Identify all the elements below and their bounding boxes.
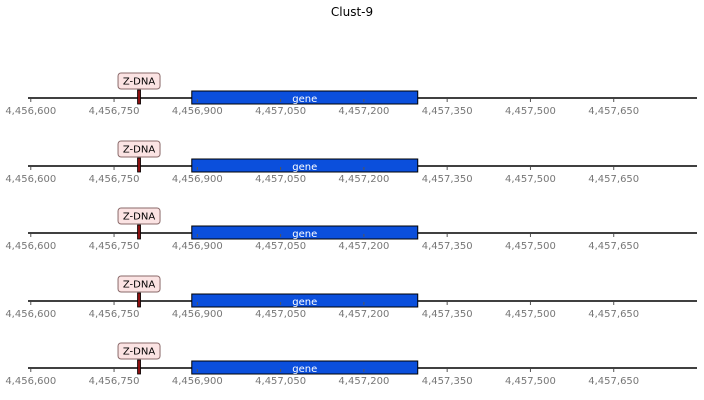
gene-label: gene [292,364,317,375]
z-dna-label: Z-DNA [123,77,155,88]
z-dna-label-box [117,275,161,293]
z-dna-label: Z-DNA [123,145,155,156]
axis-tick-label: 4,457,050 [255,376,306,387]
z-dna-marker [137,359,141,375]
axis-tick-label: 4,457,500 [505,106,556,117]
axis-tick-label: 4,457,200 [338,241,389,252]
axis-tick-label: 4,457,350 [422,309,473,320]
axis-tick-label: 4,457,050 [255,106,306,117]
axis-tick-label: 4,457,350 [422,241,473,252]
track-1: gene Z-DNA 4,456,600 4,456,750 4,456,900 4,45… [5,72,697,117]
axis-tick-label: 4,456,600 [5,106,56,117]
axis-tick-label: 4,456,750 [89,309,140,320]
z-dna-marker [137,157,141,173]
gene-box [191,90,419,105]
z-dna-marker [137,292,141,308]
gene-box [191,225,419,240]
axis-tick-label: 4,457,200 [338,174,389,185]
axis-tick-label: 4,457,050 [255,241,306,252]
track-2: gene Z-DNA 4,456,600 4,456,750 4,456,900 4,45… [5,140,697,185]
gene-box [191,158,419,173]
axis-tick-label: 4,457,200 [338,106,389,117]
z-dna-marker [137,89,141,105]
axis-tick-label: 4,456,900 [172,376,223,387]
axis-tick-label: 4,456,600 [5,174,56,185]
axis-tick-label: 4,456,750 [89,376,140,387]
axis-tick-label: 4,457,650 [588,309,639,320]
axis-tick-label: 4,457,200 [338,309,389,320]
gene-label: gene [292,297,317,308]
axis-tick-label: 4,457,650 [588,106,639,117]
gene-box [191,360,419,375]
z-dna-label: Z-DNA [123,212,155,223]
axis-tick-label: 4,457,500 [505,241,556,252]
z-dna-marker [137,224,141,240]
gene-label: gene [292,94,317,105]
z-dna-label-box [117,207,161,225]
axis-tick-label: 4,456,600 [5,376,56,387]
axis-tick-label: 4,457,650 [588,376,639,387]
axis-tick-label: 4,457,500 [505,174,556,185]
gene-label: gene [292,229,317,240]
axis-tick-label: 4,456,750 [89,106,140,117]
axis-tick-label: 4,456,900 [172,174,223,185]
axis-tick-label: 4,457,050 [255,309,306,320]
axis-tick-label: 4,457,650 [588,241,639,252]
axis-tick-label: 4,456,900 [172,106,223,117]
axis-tick-label: 4,457,350 [422,376,473,387]
axis-tick-label: 4,457,500 [505,376,556,387]
axis-tick-label: 4,457,500 [505,309,556,320]
z-dna-label-box [117,72,161,90]
z-dna-label: Z-DNA [123,280,155,291]
axis-tick-label: 4,456,600 [5,241,56,252]
z-dna-label-box [117,342,161,360]
gene-label: gene [292,162,317,173]
z-dna-label: Z-DNA [123,347,155,358]
axis-tick-label: 4,456,750 [89,241,140,252]
chart-title: Clust-9 [330,5,374,19]
axis-tick-label: 4,456,900 [172,241,223,252]
axis-tick-label: 4,456,600 [5,309,56,320]
axis-tick-label: 4,456,750 [89,174,140,185]
track-3: gene Z-DNA 4,456,600 4,456,750 4,456,900 4,45… [5,207,697,252]
track-4: gene Z-DNA 4,456,600 4,456,750 4,456,900 4,45… [5,275,697,320]
axis-tick-label: 4,457,050 [255,174,306,185]
axis-tick-label: 4,457,650 [588,174,639,185]
gene-box [191,293,419,308]
axis-tick-label: 4,457,350 [422,174,473,185]
z-dna-label-box [117,140,161,158]
axis-tick-label: 4,456,900 [172,309,223,320]
track-5: gene Z-DNA 4,456,600 4,456,750 4,456,900 4,45… [5,342,697,387]
axis-tick-label: 4,457,200 [338,376,389,387]
axis-tick-label: 4,457,350 [422,106,473,117]
